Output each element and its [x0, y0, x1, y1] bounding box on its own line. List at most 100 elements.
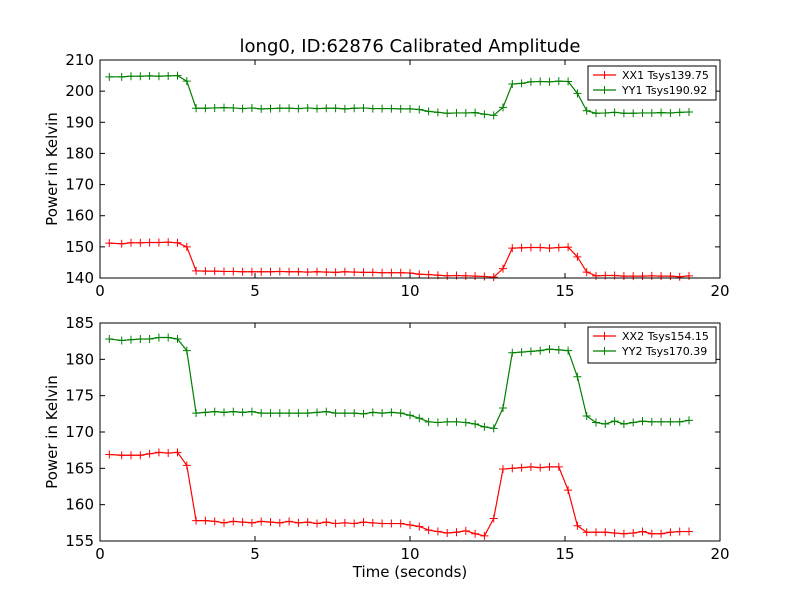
data-point: [582, 528, 591, 537]
data-point: [638, 272, 647, 281]
data-point: [619, 109, 628, 118]
data-point: [666, 528, 675, 537]
data-point: [322, 104, 331, 113]
data-point: [154, 72, 163, 81]
y-tick-label: 140: [65, 269, 94, 287]
data-point: [164, 238, 173, 247]
data-point: [117, 72, 126, 81]
data-point: [368, 268, 377, 277]
series-1: [105, 448, 693, 540]
data-point: [471, 108, 480, 117]
data-point: [461, 418, 470, 427]
data-point: [666, 108, 675, 117]
data-point: [387, 104, 396, 113]
data-point: [424, 526, 433, 535]
data-point: [247, 267, 256, 276]
data-point: [629, 418, 638, 427]
data-point: [136, 238, 145, 247]
data-point: [592, 418, 600, 427]
data-point: [685, 271, 693, 280]
data-point: [508, 348, 517, 357]
data-point: [154, 448, 163, 457]
y-tick-label: 185: [65, 314, 94, 332]
data-point: [173, 334, 182, 343]
data-point: [675, 108, 684, 117]
data-point: [443, 109, 452, 118]
data-point: [461, 526, 470, 535]
data-point: [378, 519, 387, 528]
y-tick-label: 160: [65, 496, 94, 514]
data-point: [489, 424, 498, 433]
data-point: [564, 243, 573, 252]
data-point: [396, 104, 405, 113]
series-1: [105, 238, 693, 282]
data-point: [666, 417, 675, 426]
data-point: [182, 242, 191, 251]
data-point: [573, 252, 582, 261]
data-point: [647, 271, 656, 280]
data-point: [415, 414, 424, 423]
data-point: [592, 271, 600, 280]
data-point: [340, 267, 349, 276]
data-point: [350, 268, 359, 277]
data-point: [545, 244, 554, 253]
data-point: [471, 420, 480, 429]
data-point: [508, 244, 517, 253]
data-point: [285, 409, 294, 418]
chart-title: long0, ID:62876 Calibrated Amplitude: [240, 36, 581, 57]
data-point: [238, 518, 247, 527]
data-point: [564, 346, 573, 355]
data-point: [145, 71, 154, 80]
data-point: [303, 268, 312, 277]
data-point: [350, 409, 359, 418]
data-point: [331, 519, 340, 528]
data-point: [657, 272, 666, 281]
data-point: [220, 103, 228, 112]
data-point: [220, 518, 228, 527]
data-point: [564, 77, 573, 86]
data-point: [443, 417, 452, 426]
data-point: [629, 272, 638, 281]
data-point: [192, 409, 201, 418]
data-point: [471, 272, 480, 281]
data-point: [545, 345, 554, 354]
data-point: [573, 521, 582, 530]
data-point: [229, 103, 238, 112]
data-point: [350, 104, 359, 113]
data-point: [127, 72, 135, 81]
data-point: [105, 239, 114, 248]
data-point: [313, 519, 321, 528]
data-point: [220, 267, 228, 276]
data-point: [247, 103, 256, 112]
data-point: [322, 268, 331, 277]
data-point: [192, 266, 201, 275]
data-point: [647, 529, 656, 538]
data-point: [182, 346, 191, 355]
data-point: [164, 449, 173, 458]
data-point: [117, 451, 126, 460]
data-point: [433, 527, 442, 536]
data-point: [313, 408, 321, 417]
data-point: [257, 517, 266, 526]
legend-label: YY2 Tsys170.39: [621, 345, 707, 358]
data-point: [340, 518, 349, 527]
series-2: [105, 333, 693, 433]
legend-marker: [600, 86, 609, 94]
data-point: [229, 407, 238, 416]
data-point: [210, 407, 219, 416]
data-point: [499, 264, 507, 273]
data-point: [582, 412, 591, 421]
data-point: [359, 409, 368, 418]
x-tick-label: 15: [555, 282, 574, 300]
data-point: [675, 417, 684, 426]
data-point: [685, 527, 693, 536]
x-tick-label: 5: [250, 282, 260, 300]
data-point: [294, 518, 303, 527]
data-point: [461, 271, 470, 280]
data-point: [182, 77, 191, 86]
y-axis-label: Power in Kelvin: [43, 112, 61, 226]
data-point: [220, 408, 228, 417]
chart-panel-1: 0 5 10 15 20 140 150 160 170 180 190 200 210 long0, I…: [43, 36, 730, 300]
data-point: [573, 89, 582, 98]
legend-marker: [600, 71, 609, 79]
